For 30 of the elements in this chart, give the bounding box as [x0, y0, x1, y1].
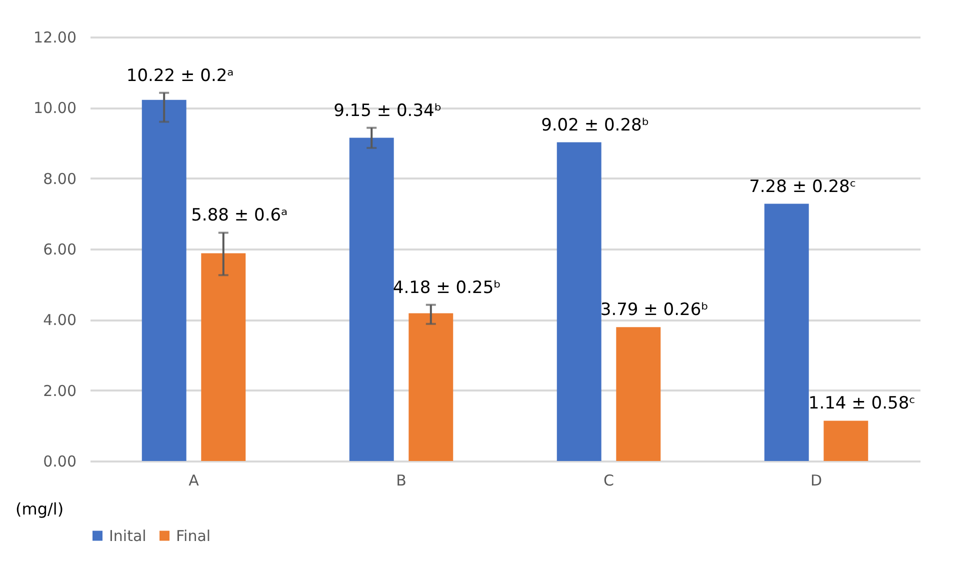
y-tick-label: 12.00 — [34, 28, 76, 46]
legend-label: Final — [176, 526, 211, 545]
x-tick-label: A — [188, 472, 200, 490]
data-label: 5.88 ± 0.6ᵃ — [191, 206, 288, 226]
y-tick-label: 6.00 — [43, 240, 76, 258]
x-tick-label: C — [604, 472, 614, 490]
legend-label: Inital — [109, 526, 146, 545]
bar — [764, 204, 809, 461]
data-label: 9.15 ± 0.34ᵇ — [334, 100, 442, 121]
data-label: 10.22 ± 0.2ᵃ — [126, 66, 234, 86]
bar — [201, 253, 246, 461]
data-label: 7.28 ± 0.28ᶜ — [749, 176, 856, 197]
bar — [349, 138, 394, 461]
data-label: 9.02 ± 0.28ᵇ — [541, 115, 650, 136]
y-tick-label: 8.00 — [43, 170, 76, 188]
x-tick-label: D — [810, 472, 822, 490]
bar — [408, 313, 454, 461]
y-tick-label: 10.00 — [34, 99, 76, 118]
bar — [556, 142, 602, 461]
y-tick-label: 4.00 — [43, 311, 76, 330]
data-label: 3.79 ± 0.26ᵇ — [600, 300, 708, 320]
y-tick-label: 0.00 — [43, 452, 76, 470]
data-label: 4.18 ± 0.25ᵇ — [392, 278, 501, 298]
bar — [142, 100, 186, 461]
y-tick-label: 2.00 — [43, 382, 76, 400]
bar — [616, 327, 661, 461]
y-axis-title: (mg/l) — [16, 500, 64, 518]
x-tick-label: B — [396, 472, 406, 490]
data-label: 1.14 ± 0.58ᶜ — [808, 394, 916, 414]
bar — [824, 420, 868, 461]
